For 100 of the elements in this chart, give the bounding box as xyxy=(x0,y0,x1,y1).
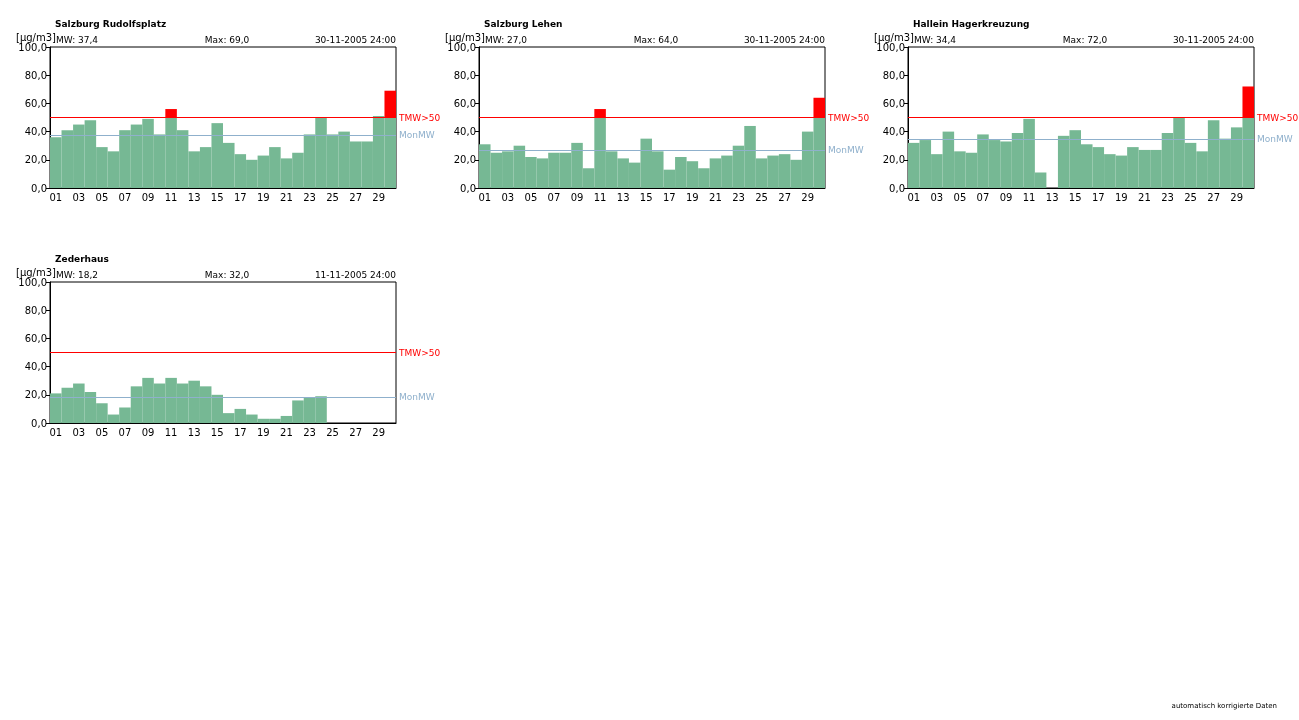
y-tick-label: 20,0 xyxy=(882,154,905,166)
x-tick-label: 27 xyxy=(349,426,362,438)
y-tick-label: 0,0 xyxy=(460,182,476,194)
y-tick-label: 40,0 xyxy=(24,361,47,373)
x-tick-label: 17 xyxy=(233,426,247,438)
y-tick-label: 20,0 xyxy=(453,154,476,166)
x-tick-label: 11 xyxy=(164,426,178,438)
x-tick-label: 23 xyxy=(303,426,316,438)
x-tick-label: 21 xyxy=(280,426,293,438)
x-tick-label: 25 xyxy=(326,426,339,438)
x-tick-label: 13 xyxy=(616,191,630,203)
ref-line-label: MonMW xyxy=(828,144,864,155)
text: Max: 32,0 xyxy=(204,269,250,280)
ref-line-label: MonMW xyxy=(399,130,435,141)
chart-title: Salzburg Rudolfsplatz xyxy=(55,18,167,29)
y-axis-title: [µg/m3] xyxy=(16,31,57,43)
text: 30-11-2005 24:00 xyxy=(314,34,397,45)
x-tick-label: 07 xyxy=(976,191,990,203)
text: MW: 34,4 xyxy=(914,34,957,45)
ref-line-label: MonMW xyxy=(399,392,435,403)
text: Max: 69,0 xyxy=(204,34,250,45)
x-tick-label: 03 xyxy=(501,191,515,203)
x-tick-label: 29 xyxy=(372,191,386,203)
chart-title: Hallein Hagerkreuzung xyxy=(913,18,1030,29)
x-tick-label: 03 xyxy=(72,426,86,438)
x-tick-label: 01 xyxy=(478,191,492,203)
x-tick-label: 19 xyxy=(257,426,270,438)
x-tick-label: 09 xyxy=(999,191,1013,203)
x-tick-label: 05 xyxy=(95,191,109,203)
y-tick-label: 80,0 xyxy=(453,69,476,81)
x-tick-label: 29 xyxy=(801,191,815,203)
x-tick-label: 21 xyxy=(280,191,293,203)
x-tick-label: 01 xyxy=(907,191,921,203)
y-tick-label: 60,0 xyxy=(453,97,476,109)
y-tick-label: 80,0 xyxy=(24,304,47,316)
x-tick-label: 17 xyxy=(662,191,676,203)
x-tick-label: 19 xyxy=(686,191,699,203)
x-tick-label: 25 xyxy=(1184,191,1197,203)
x-tick-label: 15 xyxy=(1068,191,1082,203)
text: Max: 72,0 xyxy=(1062,34,1108,45)
x-tick-label: 11 xyxy=(593,191,607,203)
x-tick-label: 09 xyxy=(141,426,155,438)
x-tick-label: 29 xyxy=(1230,191,1244,203)
y-axis-title: [µg/m3] xyxy=(16,266,57,278)
x-tick-label: 17 xyxy=(233,191,247,203)
y-tick-label: 20,0 xyxy=(24,389,47,401)
x-tick-label: 01 xyxy=(49,426,63,438)
y-tick-label: 0,0 xyxy=(889,182,905,194)
x-tick-label: 23 xyxy=(1161,191,1174,203)
x-tick-label: 21 xyxy=(1138,191,1151,203)
x-tick-label: 23 xyxy=(303,191,316,203)
x-tick-label: 11 xyxy=(164,191,178,203)
y-tick-label: 40,0 xyxy=(24,126,47,138)
text: 30-11-2005 24:00 xyxy=(1172,34,1255,45)
x-tick-label: 17 xyxy=(1091,191,1105,203)
y-tick-label: 60,0 xyxy=(882,97,905,109)
x-tick-label: 25 xyxy=(755,191,768,203)
x-tick-label: 13 xyxy=(1045,191,1059,203)
x-tick-label: 27 xyxy=(778,191,791,203)
x-tick-label: 13 xyxy=(187,191,201,203)
x-tick-label: 05 xyxy=(95,426,109,438)
x-tick-label: 09 xyxy=(141,191,155,203)
x-tick-label: 05 xyxy=(524,191,538,203)
x-tick-label: 07 xyxy=(118,426,132,438)
y-axis-title: [µg/m3] xyxy=(874,31,915,43)
ref-line-label: TMW>50 xyxy=(1256,112,1299,123)
x-tick-label: 09 xyxy=(570,191,584,203)
y-tick-label: 80,0 xyxy=(882,69,905,81)
x-tick-label: 01 xyxy=(49,191,63,203)
x-tick-label: 15 xyxy=(210,426,224,438)
x-tick-label: 07 xyxy=(118,191,132,203)
x-tick-label: 27 xyxy=(349,191,362,203)
x-tick-label: 03 xyxy=(930,191,944,203)
y-tick-label: 40,0 xyxy=(453,126,476,138)
y-tick-label: 60,0 xyxy=(24,97,47,109)
x-tick-label: 15 xyxy=(639,191,653,203)
ref-line-label: MonMW xyxy=(1257,134,1293,145)
y-tick-label: 80,0 xyxy=(24,69,47,81)
text: MW: 37,4 xyxy=(56,34,99,45)
x-tick-label: 13 xyxy=(187,426,201,438)
y-tick-label: 40,0 xyxy=(882,126,905,138)
text: Max: 64,0 xyxy=(633,34,679,45)
x-tick-label: 03 xyxy=(72,191,86,203)
y-tick-label: 20,0 xyxy=(24,154,47,166)
text: 30-11-2005 24:00 xyxy=(743,34,826,45)
text: MW: 27,0 xyxy=(485,34,528,45)
ref-line-label: TMW>50 xyxy=(827,112,870,123)
x-tick-label: 07 xyxy=(547,191,561,203)
y-tick-label: 60,0 xyxy=(24,332,47,344)
x-tick-label: 25 xyxy=(326,191,339,203)
x-tick-label: 19 xyxy=(1115,191,1128,203)
y-tick-label: 0,0 xyxy=(31,182,47,194)
x-tick-label: 23 xyxy=(732,191,745,203)
x-tick-label: 19 xyxy=(257,191,270,203)
x-tick-label: 11 xyxy=(1022,191,1036,203)
ref-line-label: TMW>50 xyxy=(398,112,441,123)
y-tick-label: 0,0 xyxy=(31,417,47,429)
ref-line-label: TMW>50 xyxy=(398,347,441,358)
x-tick-label: 05 xyxy=(953,191,967,203)
chart-title: Zederhaus xyxy=(55,253,109,264)
